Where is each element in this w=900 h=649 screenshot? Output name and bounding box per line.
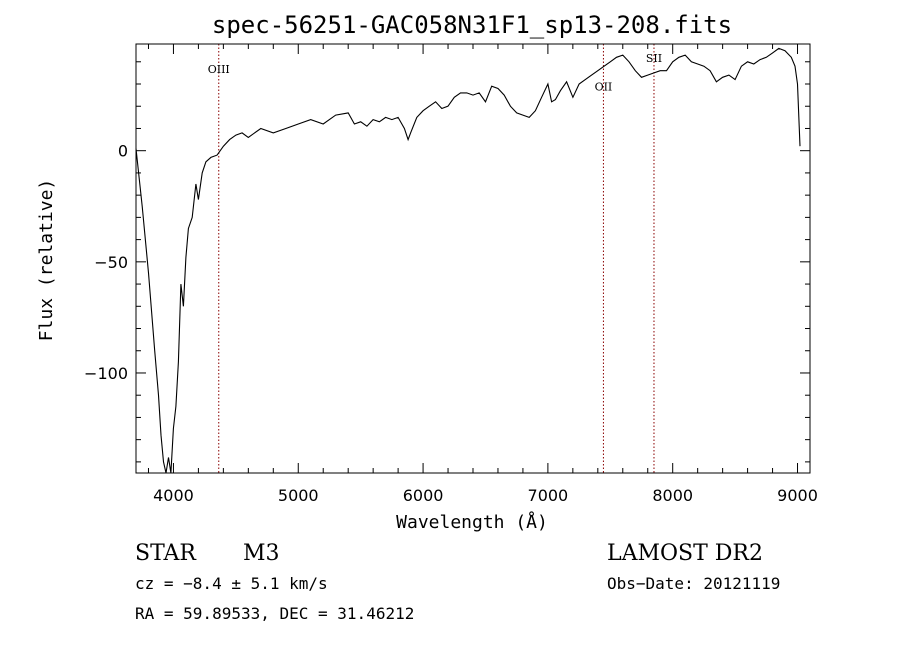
y-tick-label--100: −100 xyxy=(84,364,128,383)
x-tick-label-6000: 6000 xyxy=(403,486,444,505)
spectrum-series xyxy=(135,47,801,474)
x-tick-label-7000: 7000 xyxy=(528,486,569,505)
object-subclass: M3 xyxy=(243,541,280,566)
x-tick-label-5000: 5000 xyxy=(278,486,319,505)
object-class: STAR xyxy=(135,541,197,566)
plot-frame xyxy=(135,43,811,474)
survey-name: LAMOST DR2 xyxy=(607,541,763,566)
x-tick-label-8000: 8000 xyxy=(652,486,693,505)
chart-title: spec-56251-GAC058N31F1_sp13-208.fits xyxy=(212,11,732,39)
observation-date: Obs−Date: 20121119 xyxy=(607,574,780,593)
marker-label-sii: SII xyxy=(646,52,662,65)
emission-line-markers: OIII OII SII xyxy=(208,44,662,473)
redshift-velocity: cz = −8.4 ± 5.1 km/s xyxy=(135,574,328,593)
marker-label-oiii: OIII xyxy=(208,63,230,76)
x-axis-label: Wavelength (Å) xyxy=(396,511,548,533)
x-tick-label-9000: 9000 xyxy=(777,486,818,505)
marker-label-oii: OII xyxy=(595,81,613,94)
y-axis-label: Flux (relative) xyxy=(36,179,57,342)
x-axis: 4000 5000 6000 7000 8000 9000 xyxy=(147,44,818,505)
y-tick-label--50: −50 xyxy=(94,253,128,272)
y-tick-label-0: 0 xyxy=(118,142,128,161)
y-axis: 0 −50 −100 xyxy=(84,61,810,463)
coordinates: RA = 59.89533, DEC = 31.46212 xyxy=(135,604,414,623)
x-tick-label-4000: 4000 xyxy=(153,486,194,505)
spectrum-line-0 xyxy=(135,47,801,474)
